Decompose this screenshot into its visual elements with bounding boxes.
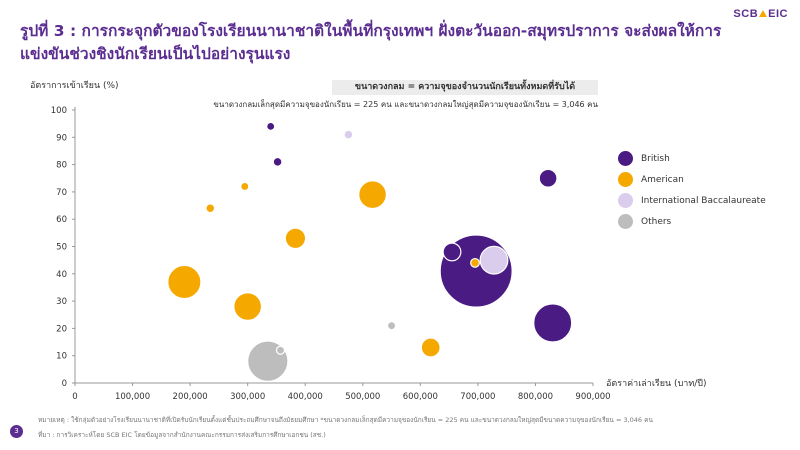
legend-dot-icon <box>618 172 633 187</box>
y-tick-label: 50 <box>56 243 67 253</box>
x-axis-title: อัตราค่าเล่าเรียน (บาท/ปี) <box>606 379 707 389</box>
y-tick-label: 100 <box>51 106 67 116</box>
chart-bubbles <box>167 121 573 382</box>
y-tick-label: 80 <box>56 161 67 171</box>
bubble-international-baccalaureate <box>479 245 509 275</box>
bubble-american <box>167 264 202 300</box>
legend-item-others: Others <box>618 211 766 232</box>
legend-label: British <box>641 153 670 164</box>
legend-dot-icon <box>618 214 633 229</box>
x-tick-label: 300,000 <box>230 392 265 402</box>
x-tick-label: 900,000 <box>575 392 610 402</box>
x-tick-label: 100,000 <box>115 392 150 402</box>
legend-item-american: American <box>618 169 766 190</box>
y-tick-label: 90 <box>56 133 67 143</box>
bubble-british <box>538 168 558 188</box>
scb-eic-logo: SCB EIC <box>733 8 788 20</box>
bubble-american <box>240 181 250 192</box>
page-title: รูปที่ 3 : การกระจุกตัวของโรงเรียนนานาชา… <box>20 22 722 63</box>
bubble-size-note: ขนาดวงกลม = ความจุของจำนวนนักเรียนทั้งหม… <box>332 80 598 95</box>
bubble-american <box>470 257 480 268</box>
bubble-american <box>233 292 263 321</box>
bubble-others <box>275 345 286 355</box>
bubble-american <box>420 337 441 358</box>
x-tick-label: 800,000 <box>518 392 553 402</box>
bubble-british <box>442 242 462 262</box>
bubble-american <box>358 180 387 210</box>
y-tick-label: 30 <box>56 297 67 307</box>
bubble-british <box>266 121 276 131</box>
legend-item-international-baccalaureate: International Baccalaureate <box>618 190 766 211</box>
y-tick-label: 20 <box>56 324 67 334</box>
y-axis-title: อัตราการเข้าเรียน (%) <box>30 81 119 91</box>
x-tick-label: 700,000 <box>460 392 495 402</box>
bubble-british <box>533 303 573 343</box>
source-note: ที่มา : การวิเคราะห์โดย SCB EIC โดยข้อมู… <box>38 431 326 439</box>
legend-dot-icon <box>618 151 633 166</box>
y-tick-label: 60 <box>56 215 67 225</box>
bubble-range-note: ขนาดวงกลมเล็กสุดมีความจุของนักเรียน = 22… <box>213 100 598 109</box>
page-number: 3 <box>10 425 23 438</box>
legend-dot-icon <box>618 193 633 208</box>
y-tick-label: 10 <box>56 352 67 362</box>
legend-label: Others <box>641 216 672 227</box>
logo-triangle-icon <box>759 10 768 17</box>
x-tick-label: 0 <box>72 392 77 402</box>
y-tick-label: 0 <box>62 379 67 389</box>
chart-legend: British American International Baccalaurea… <box>618 148 766 232</box>
y-tick-label: 70 <box>56 188 67 198</box>
bubble-others <box>386 321 397 331</box>
bubble-british <box>272 156 283 167</box>
bubble-american <box>205 203 216 214</box>
legend-label: American <box>641 174 684 185</box>
x-tick-label: 600,000 <box>403 392 438 402</box>
x-tick-label: 200,000 <box>173 392 208 402</box>
x-tick-label: 400,000 <box>288 392 323 402</box>
x-tick-label: 500,000 <box>345 392 380 402</box>
footnote: หมายเหตุ : ใช้กลุ่มตัวอย่างโรงเรียนนานาช… <box>38 416 653 424</box>
y-tick-label: 40 <box>56 270 67 280</box>
legend-item-british: British <box>618 148 766 169</box>
chart-axes: 0 10 20 30 40 50 60 70 80 90 100 0 100,000 200,000 300… <box>51 106 611 402</box>
bubble-american <box>284 227 307 250</box>
legend-label: International Baccalaureate <box>641 195 766 206</box>
bubble-international-baccalaureate <box>343 129 354 140</box>
